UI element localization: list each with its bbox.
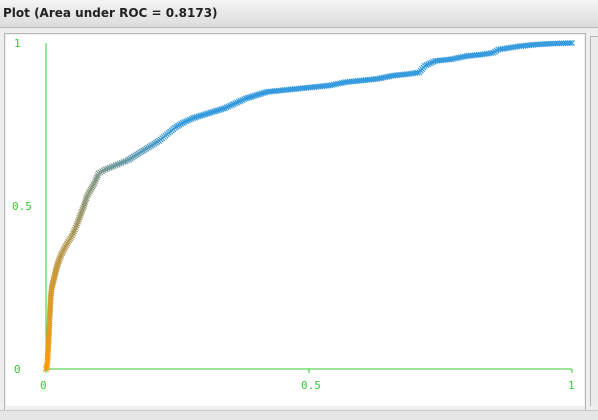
roc-point: [197, 112, 204, 119]
roc-point: [190, 114, 197, 122]
roc-point: [214, 107, 221, 114]
roc-point: [246, 94, 253, 101]
roc-point: [188, 115, 195, 122]
roc-point: [220, 105, 227, 112]
roc-point: [242, 95, 249, 102]
roc-point: [199, 112, 206, 119]
roc-point: [258, 90, 265, 97]
roc-point: [57, 253, 64, 260]
roc-point: [244, 94, 251, 101]
roc-point: [184, 117, 192, 124]
roc-point: [232, 100, 239, 107]
roc-point: [55, 258, 62, 265]
roc-point: [204, 110, 211, 117]
roc-point: [207, 109, 214, 116]
roc-point: [56, 255, 63, 262]
roc-point: [568, 39, 576, 47]
curve-points: [42, 39, 576, 373]
roc-point: [56, 256, 63, 263]
roc-point: [183, 118, 190, 125]
roc-point: [206, 110, 213, 117]
roc-point: [213, 107, 220, 114]
bottom-status-strip: [0, 410, 598, 420]
roc-point: [216, 106, 223, 113]
roc-chart: 0 0.5 1 0 0.5 1: [12, 37, 576, 392]
roc-point: [218, 106, 225, 113]
roc-point: [425, 61, 432, 68]
roc-point: [221, 105, 228, 112]
title-bar: Plot (Area under ROC = 0.8173): [0, 0, 598, 28]
roc-point: [225, 103, 232, 110]
roc-point: [248, 93, 255, 100]
x-tick-label: 0: [40, 379, 47, 392]
roc-point: [228, 101, 235, 108]
x-tick-label: 0.5: [301, 379, 321, 392]
roc-point: [237, 97, 244, 104]
roc-point: [179, 119, 186, 126]
plot-title: Plot (Area under ROC = 0.8173): [3, 6, 218, 20]
roc-point: [83, 195, 90, 202]
roc-point: [487, 50, 495, 57]
roc-point: [186, 116, 193, 123]
tick-labels: 0 0.5 1 0 0.5 1: [12, 37, 575, 392]
roc-point: [193, 113, 200, 120]
roc-point: [241, 96, 248, 103]
roc-point: [223, 104, 230, 111]
plot-area[interactable]: 0 0.5 1 0 0.5 1: [6, 35, 584, 406]
roc-point: [227, 102, 234, 109]
y-tick-label: 1: [14, 37, 21, 50]
x-tick-label: 1: [568, 379, 575, 392]
roc-point: [256, 91, 263, 98]
roc-point: [202, 111, 209, 118]
side-scrollbar[interactable]: [590, 36, 598, 406]
roc-point: [209, 108, 216, 116]
roc-point: [426, 60, 434, 67]
roc-point: [230, 101, 237, 108]
roc-point: [428, 59, 435, 66]
roc-point: [192, 114, 199, 121]
roc-point: [255, 91, 262, 98]
roc-point: [239, 97, 246, 104]
roc-point: [211, 108, 218, 115]
axes: [45, 43, 572, 370]
roc-point: [253, 92, 260, 99]
y-tick-label: 0: [14, 363, 21, 376]
roc-point: [251, 92, 258, 99]
roc-point: [414, 69, 421, 76]
roc-point: [235, 98, 242, 105]
y-tick-label: 0.5: [12, 200, 32, 213]
roc-point: [566, 40, 573, 47]
roc-point: [55, 260, 62, 267]
roc-point: [195, 113, 202, 120]
roc-point: [200, 111, 207, 118]
roc-point: [181, 119, 188, 126]
roc-point: [423, 61, 430, 69]
roc-point: [421, 62, 428, 69]
roc-point: [234, 99, 241, 106]
roc-point: [260, 89, 267, 97]
roc-point: [249, 93, 256, 100]
